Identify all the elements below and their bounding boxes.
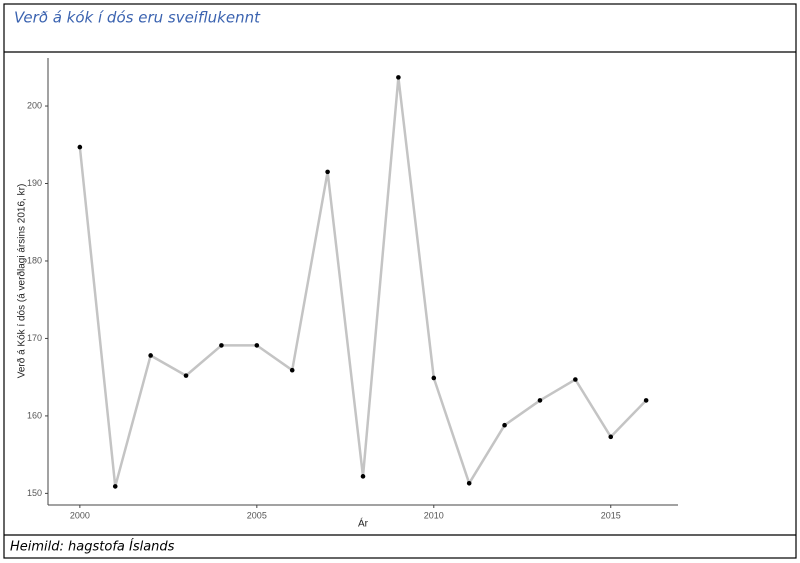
y-tick-label: 180: [27, 255, 42, 265]
y-tick-label: 170: [27, 333, 42, 343]
point: [573, 377, 578, 382]
y-tick-label: 160: [27, 410, 42, 420]
point: [183, 373, 189, 378]
chart-title: Verð á kók í dós eru sveiflukennt: [14, 9, 261, 27]
x-tick-label: 2000: [70, 510, 90, 520]
y-tick-label: 190: [27, 178, 42, 188]
point: [537, 398, 543, 403]
x-tick-label: 2015: [601, 510, 621, 520]
y-axis-label: Verð á Kók í dós (á verðlagi ársins 2016…: [16, 184, 28, 379]
source: Heimild: hagstofa Íslands: [10, 539, 175, 555]
point: [643, 398, 649, 403]
point: [112, 484, 118, 489]
point: [254, 343, 260, 348]
point: [360, 474, 366, 479]
point: [77, 144, 83, 150]
outer-frame: [3, 3, 797, 559]
x-tick-label: 2005: [247, 510, 267, 520]
point: [466, 481, 472, 486]
point: [325, 169, 330, 175]
x-axis-label: Ár: [358, 517, 369, 530]
point: [502, 422, 507, 428]
point: [396, 75, 401, 80]
point: [289, 367, 295, 373]
point: [219, 343, 224, 348]
point: [148, 353, 153, 358]
x-tick-label: 2010: [424, 510, 444, 520]
y-tick-label: 150: [27, 488, 42, 498]
point: [608, 434, 614, 440]
y-tick-label: 200: [27, 100, 42, 110]
point: [431, 375, 437, 381]
line: [78, 76, 648, 488]
